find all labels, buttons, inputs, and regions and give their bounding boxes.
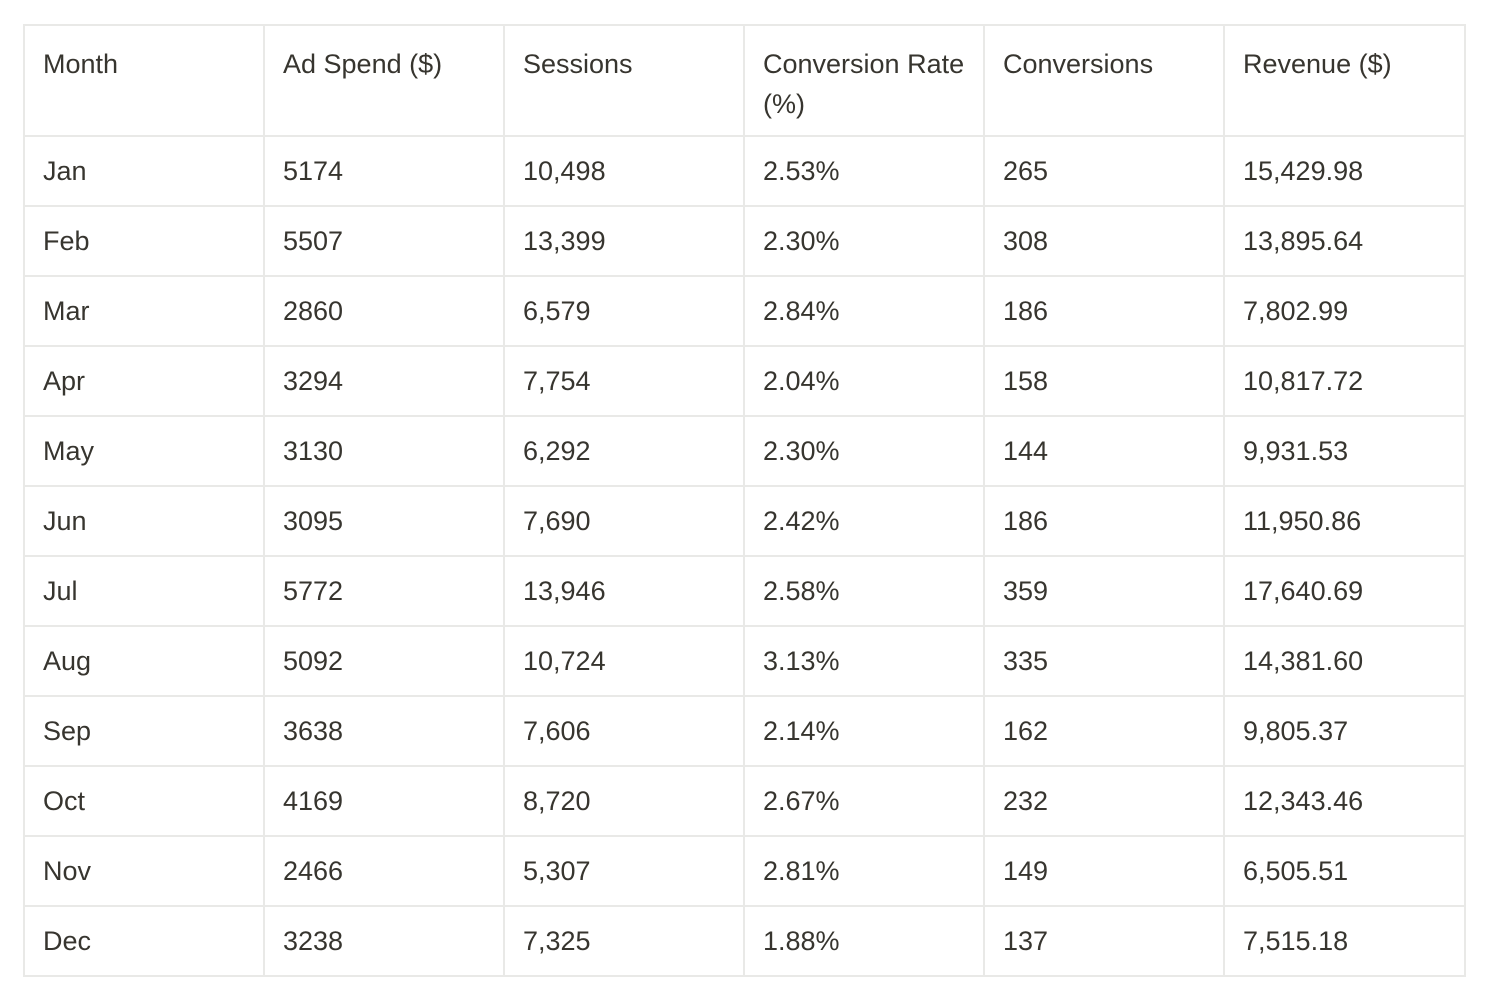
ad-spend-cell: 2466 (263, 835, 505, 907)
table-body: Jan 5174 10,498 2.53% 265 15,429.98 Feb 5507 13,… (23, 135, 1466, 977)
header-ad-spend: Ad Spend ($) (263, 24, 505, 137)
month-cell: Oct (23, 765, 265, 837)
conversion-rate-cell: 2.30% (743, 205, 985, 277)
ad-spend-cell: 3294 (263, 345, 505, 417)
ad-spend-cell: 5772 (263, 555, 505, 627)
monthly-metrics-table: Month Ad Spend ($) Sessions Conversion R… (23, 24, 1466, 977)
table-row: Mar 2860 6,579 2.84% 186 7,802.99 (23, 275, 1466, 347)
conversions-cell: 162 (983, 695, 1225, 767)
sessions-cell: 5,307 (503, 835, 745, 907)
conversions-cell: 158 (983, 345, 1225, 417)
table-row: Dec 3238 7,325 1.88% 137 7,515.18 (23, 905, 1466, 977)
conversion-rate-cell: 2.42% (743, 485, 985, 557)
month-cell: Jun (23, 485, 265, 557)
month-cell: May (23, 415, 265, 487)
sessions-cell: 13,946 (503, 555, 745, 627)
conversions-cell: 137 (983, 905, 1225, 977)
month-cell: Jan (23, 135, 265, 207)
sessions-cell: 10,724 (503, 625, 745, 697)
table-row: Jan 5174 10,498 2.53% 265 15,429.98 (23, 135, 1466, 207)
sessions-cell: 6,292 (503, 415, 745, 487)
conversion-rate-cell: 2.81% (743, 835, 985, 907)
month-cell: Mar (23, 275, 265, 347)
table-row: Jun 3095 7,690 2.42% 186 11,950.86 (23, 485, 1466, 557)
conversions-cell: 144 (983, 415, 1225, 487)
revenue-cell: 7,515.18 (1223, 905, 1466, 977)
conversions-cell: 232 (983, 765, 1225, 837)
ad-spend-cell: 4169 (263, 765, 505, 837)
ad-spend-cell: 5507 (263, 205, 505, 277)
month-cell: Apr (23, 345, 265, 417)
revenue-cell: 6,505.51 (1223, 835, 1466, 907)
header-revenue: Revenue ($) (1223, 24, 1466, 137)
conversions-cell: 149 (983, 835, 1225, 907)
table-row: Feb 5507 13,399 2.30% 308 13,895.64 (23, 205, 1466, 277)
conversions-cell: 186 (983, 485, 1225, 557)
conversion-rate-cell: 3.13% (743, 625, 985, 697)
table-row: Apr 3294 7,754 2.04% 158 10,817.72 (23, 345, 1466, 417)
table-row: Aug 5092 10,724 3.13% 335 14,381.60 (23, 625, 1466, 697)
conversion-rate-cell: 2.14% (743, 695, 985, 767)
conversion-rate-cell: 2.04% (743, 345, 985, 417)
conversions-cell: 308 (983, 205, 1225, 277)
revenue-cell: 15,429.98 (1223, 135, 1466, 207)
header-conversions: Conversions (983, 24, 1225, 137)
sessions-cell: 10,498 (503, 135, 745, 207)
header-conversion-rate: Conversion Rate (%) (743, 24, 985, 137)
ad-spend-cell: 5092 (263, 625, 505, 697)
revenue-cell: 7,802.99 (1223, 275, 1466, 347)
ad-spend-cell: 3238 (263, 905, 505, 977)
revenue-cell: 10,817.72 (1223, 345, 1466, 417)
revenue-cell: 9,931.53 (1223, 415, 1466, 487)
month-cell: Nov (23, 835, 265, 907)
revenue-cell: 11,950.86 (1223, 485, 1466, 557)
month-cell: Aug (23, 625, 265, 697)
table-row: Oct 4169 8,720 2.67% 232 12,343.46 (23, 765, 1466, 837)
ad-spend-cell: 2860 (263, 275, 505, 347)
ad-spend-cell: 3095 (263, 485, 505, 557)
sessions-cell: 13,399 (503, 205, 745, 277)
conversions-cell: 359 (983, 555, 1225, 627)
table-row: May 3130 6,292 2.30% 144 9,931.53 (23, 415, 1466, 487)
table-row: Nov 2466 5,307 2.81% 149 6,505.51 (23, 835, 1466, 907)
month-cell: Sep (23, 695, 265, 767)
revenue-cell: 17,640.69 (1223, 555, 1466, 627)
month-cell: Feb (23, 205, 265, 277)
conversion-rate-cell: 2.58% (743, 555, 985, 627)
conversion-rate-cell: 2.53% (743, 135, 985, 207)
conversions-cell: 335 (983, 625, 1225, 697)
conversion-rate-cell: 2.84% (743, 275, 985, 347)
table-row: Jul 5772 13,946 2.58% 359 17,640.69 (23, 555, 1466, 627)
header-month: Month (23, 24, 265, 137)
conversions-cell: 265 (983, 135, 1225, 207)
sessions-cell: 7,754 (503, 345, 745, 417)
revenue-cell: 14,381.60 (1223, 625, 1466, 697)
revenue-cell: 13,895.64 (1223, 205, 1466, 277)
header-sessions: Sessions (503, 24, 745, 137)
conversion-rate-cell: 1.88% (743, 905, 985, 977)
conversions-cell: 186 (983, 275, 1225, 347)
sessions-cell: 7,606 (503, 695, 745, 767)
data-table-container: Month Ad Spend ($) Sessions Conversion R… (23, 24, 1466, 977)
sessions-cell: 7,325 (503, 905, 745, 977)
month-cell: Jul (23, 555, 265, 627)
sessions-cell: 7,690 (503, 485, 745, 557)
table-header-row: Month Ad Spend ($) Sessions Conversion R… (23, 24, 1466, 137)
revenue-cell: 12,343.46 (1223, 765, 1466, 837)
revenue-cell: 9,805.37 (1223, 695, 1466, 767)
ad-spend-cell: 3130 (263, 415, 505, 487)
ad-spend-cell: 5174 (263, 135, 505, 207)
table-row: Sep 3638 7,606 2.14% 162 9,805.37 (23, 695, 1466, 767)
month-cell: Dec (23, 905, 265, 977)
conversion-rate-cell: 2.30% (743, 415, 985, 487)
ad-spend-cell: 3638 (263, 695, 505, 767)
conversion-rate-cell: 2.67% (743, 765, 985, 837)
sessions-cell: 6,579 (503, 275, 745, 347)
sessions-cell: 8,720 (503, 765, 745, 837)
